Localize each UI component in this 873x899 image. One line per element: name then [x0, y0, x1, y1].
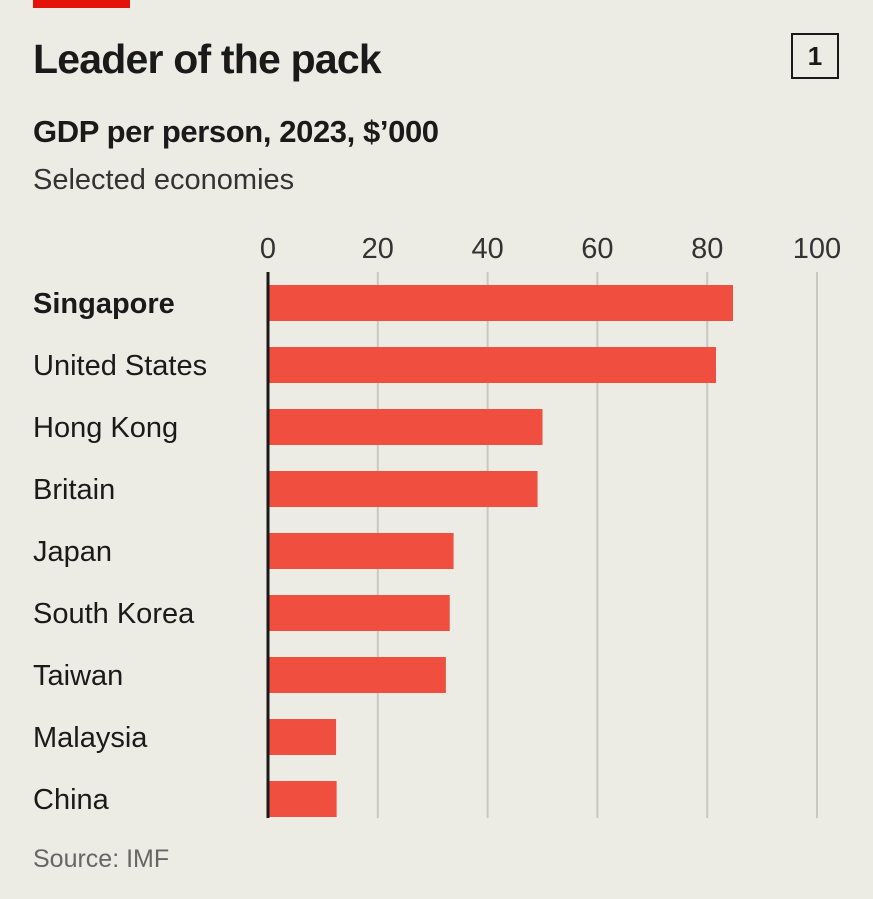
category-label-japan: Japan	[33, 536, 112, 568]
bar-south-korea	[268, 595, 450, 631]
bar-united-states	[268, 347, 716, 383]
x-tick-label-20: 20	[362, 233, 394, 265]
category-label-malaysia: Malaysia	[33, 722, 148, 754]
chart-number-badge: 1	[791, 33, 839, 79]
x-axis-ticks: 0 20 40 60 80 100	[260, 233, 841, 265]
x-tick-label-80: 80	[691, 233, 723, 265]
brand-tag	[33, 0, 130, 8]
category-label-hong-kong: Hong Kong	[33, 412, 178, 444]
chart-note: Selected economies	[33, 164, 295, 196]
category-label-singapore: Singapore	[33, 288, 175, 320]
bars	[268, 285, 734, 817]
source-note: Source: IMF	[33, 845, 170, 873]
bar-china	[268, 781, 337, 817]
bar-japan	[268, 533, 454, 569]
bar-hong-kong	[268, 409, 543, 445]
bar-britain	[268, 471, 538, 507]
category-labels: Singapore United States Hong Kong Britain Ja…	[33, 288, 207, 816]
category-label-south-korea: South Korea	[33, 598, 195, 630]
category-label-china: China	[33, 784, 110, 816]
bar-taiwan	[268, 657, 446, 693]
x-tick-label-100: 100	[793, 233, 841, 265]
chart-subtitle: GDP per person, 2023, $’000	[33, 114, 439, 149]
bar-malaysia	[268, 719, 337, 755]
category-label-britain: Britain	[33, 474, 115, 506]
x-tick-label-60: 60	[581, 233, 613, 265]
x-tick-label-40: 40	[471, 233, 503, 265]
category-label-united-states: United States	[33, 350, 207, 382]
x-tick-label-0: 0	[260, 233, 276, 265]
category-label-taiwan: Taiwan	[33, 660, 123, 692]
bar-singapore	[268, 285, 734, 321]
chart-title: Leader of the pack	[33, 36, 382, 82]
